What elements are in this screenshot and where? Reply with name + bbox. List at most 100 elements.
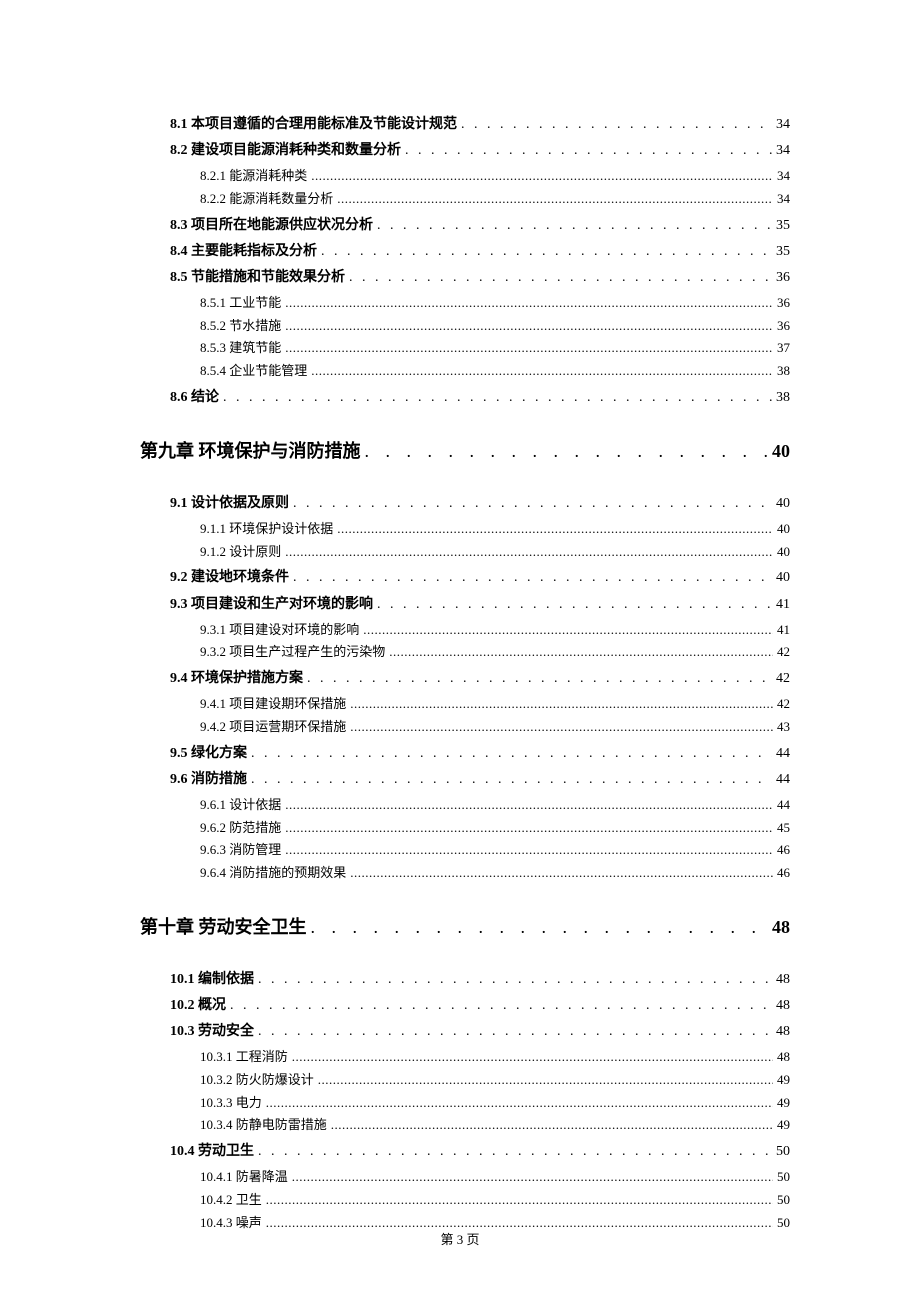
toc-entry-title: 10.4 劳动卫生 [170, 1140, 254, 1163]
toc-entry-page: 48 [772, 913, 790, 942]
toc-entry: 9.4.1 项目建设期环保措施 42 [140, 693, 790, 716]
toc-entry: 第十章 劳动安全卫生 48 [140, 913, 790, 942]
toc-entry-title: 8.5.4 企业节能管理 [200, 360, 307, 383]
toc-entry: 9.6.1 设计依据44 [140, 794, 790, 817]
toc-leader-dots [292, 1046, 773, 1069]
toc-entry-page: 36 [776, 266, 790, 289]
toc-entry-title: 9.4.1 项目建设期环保措施 [200, 693, 346, 716]
toc-leader-dots [285, 839, 773, 862]
toc-leader-dots [337, 518, 773, 541]
toc-entry: 9.6 消防措施44 [140, 768, 790, 791]
toc-entry-page: 40 [776, 492, 790, 515]
toc-entry: 第九章 环境保护与消防措施40 [140, 437, 790, 466]
toc-entry: 10.2 概况48 [140, 994, 790, 1017]
toc-entry-page: 34 [777, 188, 790, 211]
toc-entry: 8.5.1 工业节能36 [140, 292, 790, 315]
toc-entry-page: 35 [776, 240, 790, 263]
toc-leader-dots [285, 541, 773, 564]
toc-entry-title: 9.2 建设地环境条件 [170, 566, 289, 589]
toc-entry-title: 9.4.2 项目运营期环保措施 [200, 716, 346, 739]
toc-entry-page: 49 [777, 1092, 790, 1115]
toc-entry: 8.5 节能措施和节能效果分析 36 [140, 266, 790, 289]
toc-leader-dots [258, 1140, 772, 1163]
toc-leader-dots [311, 913, 769, 942]
toc-entry-title: 9.6.2 防范措施 [200, 817, 281, 840]
toc-entry-page: 35 [776, 214, 790, 237]
toc-entry: 10.1 编制依据48 [140, 968, 790, 991]
toc-entry: 9.2 建设地环境条件 40 [140, 566, 790, 589]
toc-entry-page: 36 [777, 315, 790, 338]
toc-leader-dots [285, 817, 773, 840]
toc-leader-dots [285, 794, 773, 817]
toc-entry: 9.1.2 设计原则 40 [140, 541, 790, 564]
toc-entry-title: 8.2.1 能源消耗种类 [200, 165, 307, 188]
toc-entry-page: 41 [777, 619, 790, 642]
toc-entry-title: 9.6.4 消防措施的预期效果 [200, 862, 346, 885]
toc-entry: 8.3 项目所在地能源供应状况分析35 [140, 214, 790, 237]
toc-entry-title: 8.6 结论 [170, 386, 219, 409]
toc-leader-dots [285, 292, 773, 315]
toc-leader-dots [318, 1069, 773, 1092]
toc-leader-dots [266, 1189, 773, 1212]
toc-entry-page: 46 [777, 862, 790, 885]
toc-entry-page: 40 [776, 566, 790, 589]
toc-leader-dots [349, 266, 772, 289]
toc-entry-page: 41 [776, 593, 790, 616]
toc-leader-dots [258, 968, 772, 991]
toc-entry-page: 50 [777, 1166, 790, 1189]
toc-entry-title: 10.3.4 防静电防雷措施 [200, 1114, 327, 1137]
toc-entry-title: 10.2 概况 [170, 994, 226, 1017]
toc-leader-dots [230, 994, 772, 1017]
toc-leader-dots [461, 113, 772, 136]
toc-entry: 9.3.1 项目建设对环境的影响41 [140, 619, 790, 642]
toc-entry: 8.2 建设项目能源消耗种类和数量分析34 [140, 139, 790, 162]
toc-entry-page: 42 [777, 693, 790, 716]
table-of-contents: 8.1 本项目遵循的合理用能标准及节能设计规范 34 8.2 建设项目能源消耗种类和… [140, 113, 790, 1234]
toc-entry-page: 38 [776, 386, 790, 409]
toc-entry-title: 10.3.1 工程消防 [200, 1046, 288, 1069]
toc-entry-page: 40 [777, 541, 790, 564]
toc-entry: 9.6.2 防范措施 45 [140, 817, 790, 840]
toc-entry-page: 48 [777, 1046, 790, 1069]
toc-entry-page: 49 [777, 1114, 790, 1137]
toc-entry-title: 8.1 本项目遵循的合理用能标准及节能设计规范 [170, 113, 457, 136]
toc-entry-page: 42 [777, 641, 790, 664]
toc-entry-page: 48 [776, 968, 790, 991]
toc-entry-title: 8.2.2 能源消耗数量分析 [200, 188, 333, 211]
toc-entry-title: 10.4.2 卫生 [200, 1189, 262, 1212]
toc-entry-page: 37 [777, 337, 790, 360]
toc-entry: 9.5 绿化方案44 [140, 742, 790, 765]
toc-entry: 10.3.2 防火防爆设计 49 [140, 1069, 790, 1092]
toc-entry-title: 第九章 环境保护与消防措施 [140, 437, 361, 466]
toc-entry: 10.4.1 防暑降温50 [140, 1166, 790, 1189]
toc-entry-title: 10.3.2 防火防爆设计 [200, 1069, 314, 1092]
toc-entry-title: 9.1.1 环境保护设计依据 [200, 518, 333, 541]
toc-entry-page: 44 [777, 794, 790, 817]
toc-leader-dots [251, 768, 772, 791]
toc-entry-title: 10.3 劳动安全 [170, 1020, 254, 1043]
toc-entry: 9.4.2 项目运营期环保措施 43 [140, 716, 790, 739]
toc-entry: 8.2.2 能源消耗数量分析 34 [140, 188, 790, 211]
toc-entry: 8.4 主要能耗指标及分析35 [140, 240, 790, 263]
toc-entry-page: 44 [776, 768, 790, 791]
toc-entry-page: 45 [777, 817, 790, 840]
toc-entry-title: 9.4 环境保护措施方案 [170, 667, 303, 690]
toc-entry: 9.3.2 项目生产过程产生的污染物42 [140, 641, 790, 664]
toc-entry-page: 43 [777, 716, 790, 739]
toc-leader-dots [389, 641, 773, 664]
toc-entry-title: 9.1.2 设计原则 [200, 541, 281, 564]
toc-entry-page: 40 [777, 518, 790, 541]
toc-entry-title: 第十章 劳动安全卫生 [140, 913, 307, 942]
toc-entry: 10.3.4 防静电防雷措施 49 [140, 1114, 790, 1137]
toc-entry-title: 8.5.3 建筑节能 [200, 337, 281, 360]
toc-entry: 8.5.3 建筑节能 37 [140, 337, 790, 360]
toc-leader-dots [223, 386, 772, 409]
toc-entry: 8.5.4 企业节能管理38 [140, 360, 790, 383]
toc-entry-title: 8.5 节能措施和节能效果分析 [170, 266, 345, 289]
toc-entry: 8.5.2 节水措施36 [140, 315, 790, 338]
toc-leader-dots [337, 188, 773, 211]
toc-leader-dots [365, 437, 769, 466]
toc-entry-page: 36 [777, 292, 790, 315]
toc-entry-title: 10.3.3 电力 [200, 1092, 262, 1115]
toc-entry-page: 49 [777, 1069, 790, 1092]
